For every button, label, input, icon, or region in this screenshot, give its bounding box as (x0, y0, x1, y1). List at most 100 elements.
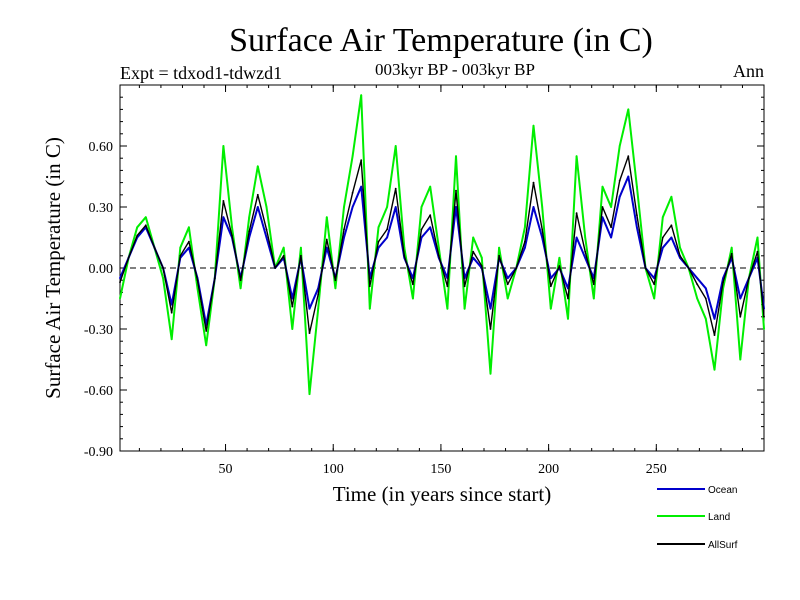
data-point-land (498, 246, 500, 249)
legend-label-land: Land (708, 512, 730, 523)
data-point-land (222, 145, 225, 147)
data-point-ocean (636, 226, 638, 229)
data-point-allsurf (763, 315, 765, 318)
data-point-allsurf (670, 224, 673, 227)
data-point-land (730, 246, 733, 249)
data-point-land (636, 185, 638, 188)
data-point-allsurf (127, 256, 130, 259)
data-point-ocean (575, 236, 578, 239)
data-point-allsurf (618, 179, 621, 182)
data-point-ocean (265, 236, 268, 239)
data-point-allsurf (739, 315, 742, 318)
data-point-allsurf (696, 283, 699, 286)
y-axis-label: Surface Air Temperature (in C) (41, 137, 65, 399)
data-point-land (188, 226, 190, 229)
data-point-land (179, 246, 182, 249)
data-point-land (446, 307, 449, 310)
data-point-ocean (386, 236, 388, 239)
data-point-allsurf (162, 267, 165, 269)
series-line-allsurf (119, 155, 765, 336)
data-point-allsurf (136, 234, 139, 237)
data-point-allsurf (153, 246, 156, 249)
y-tick-label: -0.30 (84, 323, 113, 338)
data-point-land (386, 206, 388, 208)
legend-label-ocean: Ocean (708, 485, 737, 496)
data-point-land (136, 226, 139, 229)
data-point-land (575, 155, 578, 158)
data-point-ocean (696, 277, 699, 280)
data-point-ocean (670, 236, 673, 239)
data-point-allsurf (722, 281, 724, 284)
chart-subtitle: 003kyr BP - 003kyr BP (375, 60, 535, 79)
data-point-ocean (584, 256, 587, 259)
data-point-allsurf (558, 265, 561, 267)
data-point-land (558, 256, 561, 259)
data-point-allsurf (420, 228, 423, 231)
data-point-allsurf (248, 230, 251, 233)
data-point-land (670, 195, 673, 198)
data-point-allsurf (506, 283, 509, 286)
data-point-land (524, 226, 526, 229)
data-point-ocean (420, 236, 423, 239)
data-point-land (480, 256, 483, 259)
data-point-land (429, 185, 432, 188)
data-point-land (265, 206, 268, 208)
data-point-ocean (256, 206, 259, 208)
data-point-land (541, 206, 544, 208)
data-point-land (463, 307, 466, 310)
y-tick-label: -0.90 (84, 445, 113, 460)
y-tick-label: -0.60 (84, 384, 113, 399)
data-point-land (308, 393, 311, 395)
data-point-land (343, 206, 345, 208)
data-point-allsurf (368, 285, 371, 288)
data-point-allsurf (205, 330, 208, 332)
data-point-allsurf (403, 254, 406, 257)
y-tick-label: 0.60 (89, 140, 114, 155)
data-point-allsurf (325, 238, 328, 241)
data-point-allsurf (584, 250, 587, 253)
data-point-allsurf (644, 267, 647, 269)
data-point-ocean (119, 277, 121, 280)
data-point-ocean (291, 297, 294, 300)
data-point-ocean (188, 246, 190, 249)
data-point-allsurf (213, 277, 216, 280)
chart-title: Surface Air Temperature (in C) (229, 22, 653, 59)
x-axis-label: Time (in years since start) (333, 482, 552, 506)
data-point-allsurf (239, 279, 242, 282)
data-point-allsurf (317, 293, 320, 296)
data-point-land (756, 236, 759, 239)
data-point-allsurf (748, 277, 750, 280)
x-tick-label: 200 (538, 462, 559, 477)
data-point-land (119, 297, 121, 300)
data-point-allsurf (437, 254, 440, 257)
data-point-allsurf (256, 193, 259, 196)
data-point-allsurf (412, 283, 414, 286)
data-point-land (162, 277, 165, 280)
data-point-land (696, 297, 699, 300)
data-point-allsurf (730, 252, 733, 255)
data-point-land (437, 246, 440, 249)
data-point-allsurf (334, 279, 337, 282)
data-point-allsurf (360, 159, 363, 162)
data-point-ocean (360, 185, 363, 188)
data-point-allsurf (231, 234, 233, 237)
legend: Ocean Land AllSurf (657, 485, 738, 551)
data-point-allsurf (549, 285, 552, 288)
data-point-allsurf (343, 228, 345, 231)
data-point-land (679, 246, 681, 249)
data-point-land (282, 246, 285, 249)
data-point-allsurf (274, 267, 276, 269)
data-point-land (704, 317, 707, 320)
data-point-land (231, 226, 233, 229)
data-point-allsurf (601, 206, 604, 208)
data-point-allsurf (446, 285, 449, 288)
data-point-allsurf (489, 328, 492, 330)
data-point-allsurf (610, 226, 612, 229)
data-point-land (239, 287, 242, 290)
data-point-land (170, 338, 173, 341)
data-point-ocean (506, 277, 509, 280)
data-point-allsurf (592, 283, 595, 286)
data-point-land (618, 145, 621, 147)
data-point-land (601, 185, 604, 188)
data-point-allsurf (575, 212, 578, 215)
